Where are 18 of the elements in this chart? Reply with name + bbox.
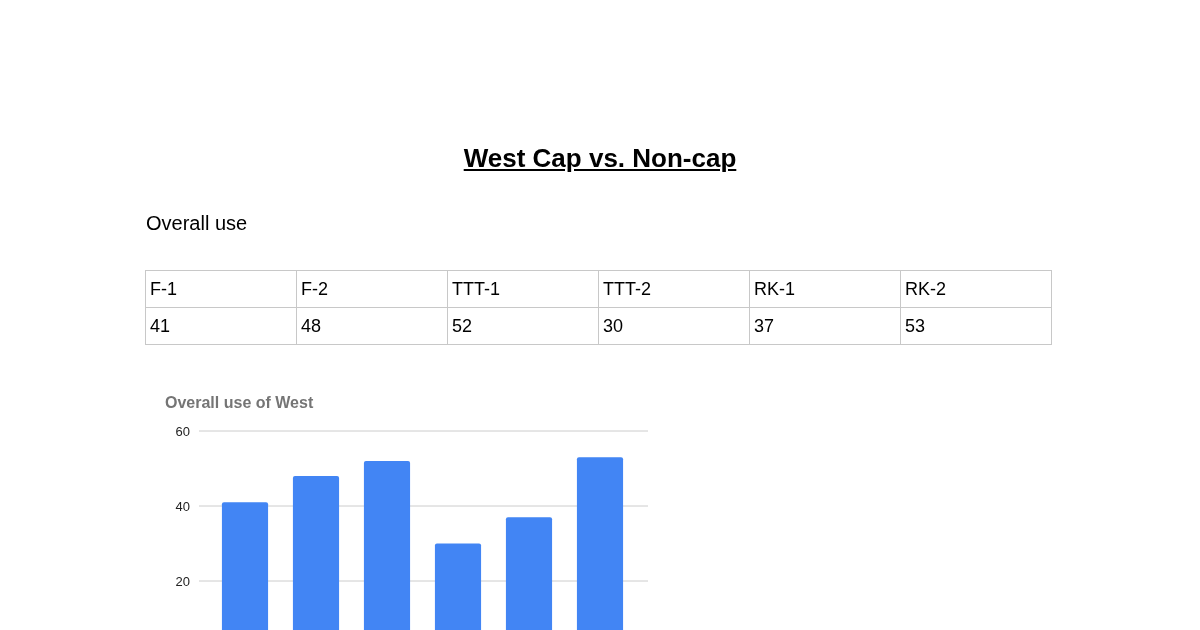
data-label: 53	[900, 307, 1052, 345]
data-label: 30	[598, 307, 750, 345]
category-label: F-2	[296, 270, 448, 308]
category-label: TTT-1	[447, 270, 599, 308]
category-label: TTT-2	[598, 270, 750, 308]
data-label: 37	[749, 307, 901, 345]
data-label: 41	[145, 307, 297, 345]
category-label: F-1	[145, 270, 297, 308]
category-label: RK-2	[900, 270, 1052, 308]
text: West Cap vs. Non-cap	[462, 143, 738, 174]
data-label: 52	[447, 307, 599, 345]
chart-title: Overall use of West	[165, 394, 314, 411]
text: Overall use	[146, 212, 248, 235]
y-tick-label: 40	[175, 498, 190, 514]
y-tick-label: 60	[175, 423, 190, 439]
category-label: RK-1	[749, 270, 901, 308]
data-label: 48	[296, 307, 448, 345]
y-tick-label: 20	[175, 573, 190, 589]
